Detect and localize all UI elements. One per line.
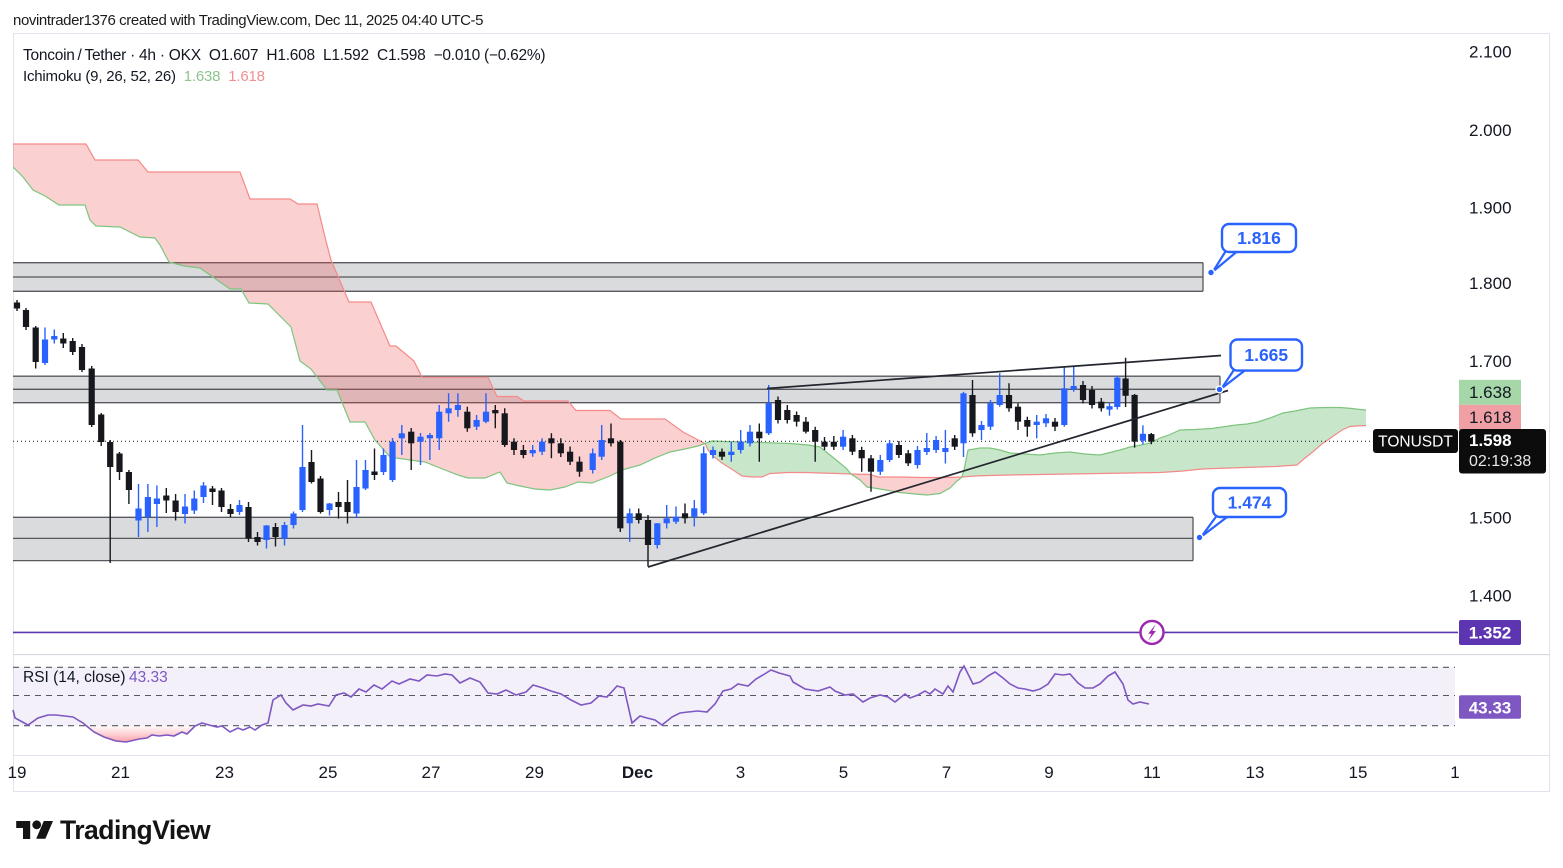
- svg-text:3: 3: [736, 763, 745, 782]
- svg-text:Ichimoku (9, 26, 52, 26) 1.63: Ichimoku (9, 26, 52, 26) 1.638 1.618: [23, 68, 265, 85]
- svg-text:2.100: 2.100: [1469, 42, 1512, 61]
- svg-text:1.638: 1.638: [1469, 383, 1512, 402]
- svg-text:RSI (14, close): RSI (14, close): [23, 669, 126, 686]
- svg-text:2.000: 2.000: [1469, 121, 1512, 140]
- svg-text:15: 15: [1349, 763, 1368, 782]
- svg-text:43.33: 43.33: [1469, 699, 1512, 718]
- svg-text:25: 25: [319, 763, 338, 782]
- svg-text:13: 13: [1246, 763, 1265, 782]
- svg-text:1.400: 1.400: [1469, 587, 1512, 606]
- svg-text:1.800: 1.800: [1469, 274, 1512, 293]
- svg-text:1.816: 1.816: [1237, 228, 1281, 248]
- svg-text:21: 21: [111, 763, 130, 782]
- svg-text:43.33: 43.33: [129, 669, 168, 686]
- svg-text:23: 23: [215, 763, 234, 782]
- svg-text:1.500: 1.500: [1469, 509, 1512, 528]
- svg-text:5: 5: [839, 763, 848, 782]
- svg-text:1.665: 1.665: [1244, 345, 1288, 365]
- svg-text:1.618: 1.618: [1469, 408, 1512, 427]
- svg-text:11: 11: [1143, 763, 1161, 782]
- svg-text:1.900: 1.900: [1469, 199, 1512, 218]
- svg-text:novintrader1376 created with T: novintrader1376 created with TradingView…: [13, 12, 483, 29]
- svg-text:1.474: 1.474: [1228, 493, 1272, 513]
- svg-text:1.598: 1.598: [1469, 431, 1512, 450]
- svg-text:27: 27: [422, 763, 441, 782]
- svg-text:02:19:38: 02:19:38: [1469, 453, 1531, 470]
- svg-text:1: 1: [1450, 763, 1459, 782]
- svg-text:Toncoin / Tether · 4h · OKX O: Toncoin / Tether · 4h · OKX O1.607 H1.60…: [23, 47, 545, 64]
- svg-text:19: 19: [8, 763, 27, 782]
- svg-text:9: 9: [1044, 763, 1053, 782]
- svg-text:Dec: Dec: [622, 763, 653, 782]
- svg-text:TONUSDT: TONUSDT: [1378, 434, 1453, 451]
- svg-text:7: 7: [942, 763, 951, 782]
- svg-text:1.352: 1.352: [1469, 624, 1512, 643]
- svg-text:29: 29: [525, 763, 544, 782]
- svg-text:1.700: 1.700: [1469, 352, 1512, 371]
- svg-text:TradingView: TradingView: [60, 815, 211, 845]
